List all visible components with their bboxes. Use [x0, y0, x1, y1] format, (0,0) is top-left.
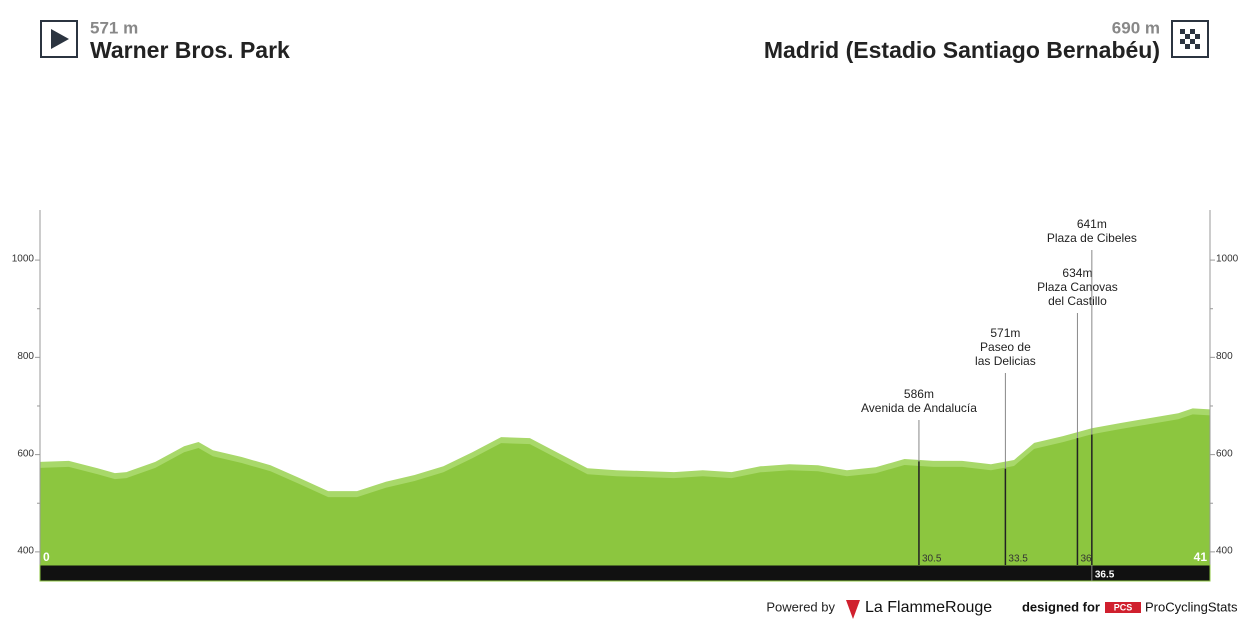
- y-tick-label: 600: [1216, 448, 1233, 459]
- y-tick-label: 1000: [12, 254, 35, 265]
- marker-km: 33.5: [1008, 554, 1028, 565]
- marker-elevation: 634m: [1062, 266, 1092, 280]
- marker-km: 36: [1080, 554, 1092, 565]
- marker-name: del Castillo: [1048, 294, 1107, 308]
- y-tick-label: 400: [17, 546, 34, 557]
- marker-name: Paseo de: [980, 340, 1031, 354]
- start-name: Warner Bros. Park: [90, 37, 290, 63]
- finish-name: Madrid (Estadio Santiago Bernabéu): [764, 37, 1160, 63]
- powered-by: Powered by: [766, 599, 835, 614]
- y-tick-label: 800: [17, 351, 34, 362]
- marker-name: Avenida de Andalucía: [861, 401, 977, 415]
- pcs-label: PCS: [1114, 602, 1133, 612]
- marker-km: 30.5: [922, 554, 942, 565]
- marker-elevation: 641m: [1077, 217, 1107, 231]
- start-icon: [40, 20, 78, 58]
- marker-elevation: 586m: [904, 387, 934, 401]
- marker-elevation: 571m: [990, 326, 1020, 340]
- y-tick-label: 600: [17, 448, 34, 459]
- x-start-label: 0: [43, 550, 50, 564]
- designed-for: designed for: [1022, 599, 1100, 614]
- profile: [40, 414, 1210, 565]
- start-elevation: 571 m: [90, 18, 138, 37]
- y-tick-label: 400: [1216, 546, 1233, 557]
- start-arrow: [51, 29, 69, 49]
- site-name: ProCyclingStats: [1145, 599, 1238, 614]
- finish-icon: [1171, 20, 1209, 58]
- marker-name: las Delicias: [975, 354, 1036, 368]
- finish-elevation: 690 m: [1112, 18, 1160, 37]
- x-end-label: 41: [1194, 550, 1208, 564]
- pcs-logo: [1105, 602, 1141, 613]
- y-tick-label: 1000: [1216, 254, 1239, 265]
- distance-bar: [39, 564, 1211, 582]
- brand: La FlammeRouge: [865, 599, 992, 616]
- brand-logo: [846, 600, 860, 619]
- marker-km: 36.5: [1095, 570, 1115, 581]
- marker-name: Plaza Canovas: [1037, 280, 1118, 294]
- marker-name: Plaza de Cibeles: [1047, 231, 1137, 245]
- y-tick-label: 800: [1216, 351, 1233, 362]
